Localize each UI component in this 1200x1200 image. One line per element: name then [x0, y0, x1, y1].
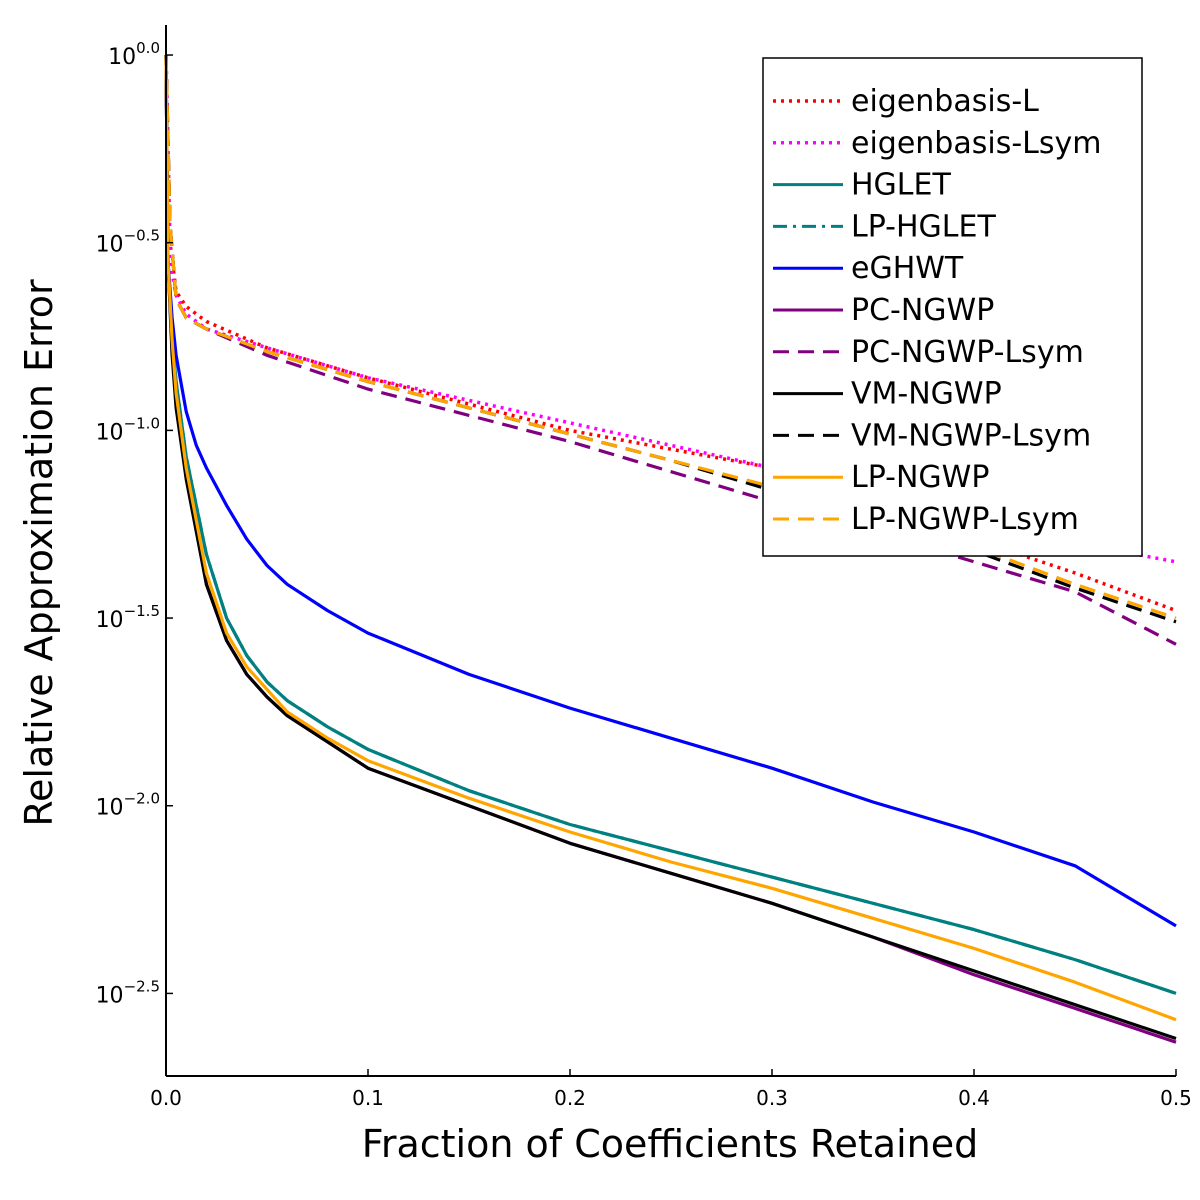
y-tick-label: 100.0 [108, 39, 160, 70]
axes-layer [165, 25, 1176, 1077]
x-tick-label: 0.4 [958, 1086, 990, 1110]
series-line-vm-ngwp [164, 54, 1177, 1041]
x-tick-label: 0.3 [756, 1086, 788, 1110]
legend-label: LP-NGWP-Lsym [851, 502, 1079, 537]
y-tick-label: 10−2.5 [96, 977, 160, 1008]
series-line-lp-ngwp [164, 54, 1177, 1022]
legend-label: VM-NGWP [851, 377, 1002, 412]
legend-label: PC-NGWP-Lsym [851, 335, 1084, 370]
x-ticks: 0.0 0.1 0.2 0.3 0.4 0.5 [150, 1069, 1192, 1110]
series-line-eghwt [164, 54, 1177, 928]
legend-label: VM-NGWP-Lsym [851, 418, 1091, 453]
x-tick-label: 0.2 [554, 1086, 586, 1110]
legend-label: HGLET [851, 168, 951, 203]
legend-label: eigenbasis-Lsym [851, 126, 1101, 161]
y-tick-label: 10−1.0 [96, 414, 160, 445]
series-line-eigenbasis-l [164, 54, 1177, 613]
y-tick-label: 10−2.0 [96, 790, 160, 821]
legend-label: eigenbasis-L [851, 84, 1039, 119]
legend-label: PC-NGWP [851, 293, 994, 328]
y-ticks: 100.0 10−0.5 10−1.0 10−1.5 10−2.0 10−2.5 [96, 39, 173, 1008]
y-axis-title: Relative Approximation Error [17, 279, 61, 827]
legend-label: LP-HGLET [851, 209, 996, 244]
y-tick-label: 10−1.5 [96, 602, 160, 633]
legend-label: LP-NGWP [851, 460, 989, 495]
x-tick-label: 0.5 [1160, 1086, 1192, 1110]
legend: eigenbasis-L eigenbasis-Lsym HGLET LP-HGLET… [762, 57, 1143, 557]
x-tick-label: 0.1 [352, 1086, 384, 1110]
legend-box [762, 57, 1143, 557]
x-axis-title: Fraction of Coefficients Retained [362, 1122, 978, 1166]
legend-label: eGHWT [851, 251, 964, 286]
y-tick-label: 10−0.5 [96, 227, 160, 258]
x-tick-label: 0.0 [150, 1086, 182, 1110]
